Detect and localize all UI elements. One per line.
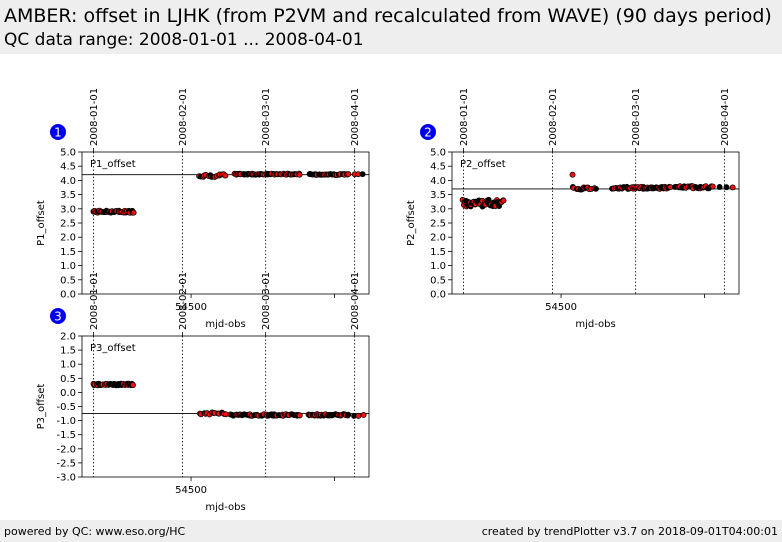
y-tick-label: -2.5 bbox=[56, 458, 76, 469]
y-tick-label: 0.0 bbox=[430, 290, 446, 301]
data-point bbox=[360, 412, 367, 418]
y-tick-label: 2.5 bbox=[430, 219, 446, 230]
y-tick-label: 1.5 bbox=[430, 247, 446, 258]
date-label: 2008-02-01 bbox=[178, 88, 189, 146]
report-subtitle: QC data range: 2008-01-01 ... 2008-04-01 bbox=[4, 30, 364, 50]
report-header: AMBER: offset in LJHK (from P2VM and rec… bbox=[0, 0, 782, 54]
y-tick-label: 2.5 bbox=[60, 219, 76, 230]
y-tick-label: 3.5 bbox=[60, 190, 76, 201]
panel-number-badge bbox=[420, 124, 436, 140]
y-axis-label: P2_offset bbox=[406, 200, 417, 246]
panel-number-badge bbox=[50, 124, 66, 140]
data-point bbox=[593, 185, 599, 192]
plot-panel-3: 2008-01-01 2008-02-01 2008-03-01 2008-04-01… bbox=[36, 272, 370, 513]
panel-number: 3 bbox=[54, 310, 62, 324]
date-label: 2008-04-01 bbox=[350, 272, 361, 330]
plot-panel-1: 2008-01-01 2008-02-01 2008-03-01 2008-04-01… bbox=[36, 88, 370, 330]
series-label: P3_offset bbox=[90, 343, 136, 354]
x-tick-label: 54500 bbox=[175, 485, 207, 496]
data-point bbox=[130, 382, 136, 388]
data-point bbox=[222, 172, 229, 179]
y-tick-label: 2.0 bbox=[60, 332, 76, 343]
date-label: 2008-01-01 bbox=[459, 88, 470, 146]
date-label: 2008-02-01 bbox=[548, 88, 559, 146]
data-point bbox=[709, 183, 716, 190]
y-tick-label: 0.0 bbox=[60, 290, 76, 301]
data-point-outlier bbox=[569, 171, 576, 178]
x-tick-label: 54500 bbox=[175, 302, 207, 313]
y-tick-label: -0.5 bbox=[56, 402, 76, 413]
footer-created-by: created by trendPlotter v3.7 on 2018-09-… bbox=[481, 525, 778, 538]
y-tick-label: 4.0 bbox=[60, 176, 76, 187]
y-tick-label: -2.0 bbox=[56, 444, 76, 455]
data-point bbox=[723, 184, 730, 191]
plot-panel-2: 2008-01-01 2008-02-01 2008-03-01 2008-04-01… bbox=[406, 88, 740, 330]
data-point bbox=[716, 184, 723, 190]
panel-number: 1 bbox=[54, 126, 62, 140]
y-tick-label: 0.5 bbox=[60, 374, 76, 385]
y-axis-label: P3_offset bbox=[36, 384, 47, 430]
y-tick-label: 5.0 bbox=[60, 148, 76, 159]
y-tick-label: 1.0 bbox=[60, 261, 76, 272]
data-point bbox=[729, 184, 736, 191]
series-label: P1_offset bbox=[90, 159, 136, 170]
date-label: 2008-01-01 bbox=[89, 88, 100, 146]
data-point bbox=[359, 171, 366, 178]
y-tick-label: 0.5 bbox=[60, 275, 76, 286]
footer-powered-by: powered by QC: www.eso.org/HC bbox=[4, 525, 186, 538]
y-tick-label: 1.5 bbox=[60, 247, 76, 258]
date-label: 2008-03-01 bbox=[261, 88, 272, 146]
y-tick-label: 1.0 bbox=[430, 261, 446, 272]
date-label: 2008-03-01 bbox=[261, 272, 272, 330]
data-point bbox=[296, 412, 303, 419]
date-label: 2008-01-01 bbox=[89, 272, 100, 330]
y-tick-label: 1.5 bbox=[60, 346, 76, 357]
plot-frame bbox=[451, 151, 740, 295]
y-tick-label: 3.5 bbox=[430, 190, 446, 201]
y-tick-label: 4.5 bbox=[60, 162, 76, 173]
report-footer: powered by QC: www.eso.org/HC created by… bbox=[0, 520, 782, 542]
x-tick-label: 54500 bbox=[545, 302, 577, 313]
data-point bbox=[355, 412, 362, 419]
x-axis-label: mjd-obs bbox=[205, 502, 245, 513]
y-tick-label: 4.0 bbox=[430, 176, 446, 187]
y-tick-label: 4.5 bbox=[430, 162, 446, 173]
y-tick-label: 0.5 bbox=[430, 275, 446, 286]
date-label: 2008-04-01 bbox=[720, 88, 731, 146]
y-tick-label: 2.0 bbox=[430, 233, 446, 244]
date-label: 2008-02-01 bbox=[178, 272, 189, 330]
date-label: 2008-03-01 bbox=[631, 88, 642, 146]
report-title: AMBER: offset in LJHK (from P2VM and rec… bbox=[4, 5, 772, 27]
x-axis-label: mjd-obs bbox=[575, 319, 615, 330]
plot-frame bbox=[81, 335, 370, 478]
y-tick-label: 1.0 bbox=[60, 360, 76, 371]
y-axis-label: P1_offset bbox=[36, 200, 47, 246]
data-point bbox=[500, 197, 507, 204]
data-point bbox=[345, 171, 352, 178]
y-tick-label: 2.0 bbox=[60, 233, 76, 244]
y-tick-label: -1.5 bbox=[56, 430, 76, 441]
data-point bbox=[296, 171, 303, 178]
trend-plots: 2008-01-01 2008-02-01 2008-03-01 2008-04-01… bbox=[36, 88, 740, 513]
y-tick-label: -1.0 bbox=[56, 416, 76, 427]
date-label: 2008-04-01 bbox=[350, 88, 361, 146]
y-tick-label: 0.0 bbox=[60, 388, 76, 399]
data-point bbox=[345, 411, 352, 418]
panel-number: 2 bbox=[424, 126, 432, 140]
y-tick-label: 3.0 bbox=[430, 204, 446, 215]
panel-number-badge bbox=[50, 308, 66, 324]
series-label: P2_offset bbox=[460, 159, 506, 170]
y-tick-label: 5.0 bbox=[430, 148, 446, 159]
data-point bbox=[130, 209, 137, 216]
y-tick-label: -3.0 bbox=[56, 473, 76, 484]
x-axis-label: mjd-obs bbox=[205, 319, 245, 330]
y-tick-label: 3.0 bbox=[60, 204, 76, 215]
